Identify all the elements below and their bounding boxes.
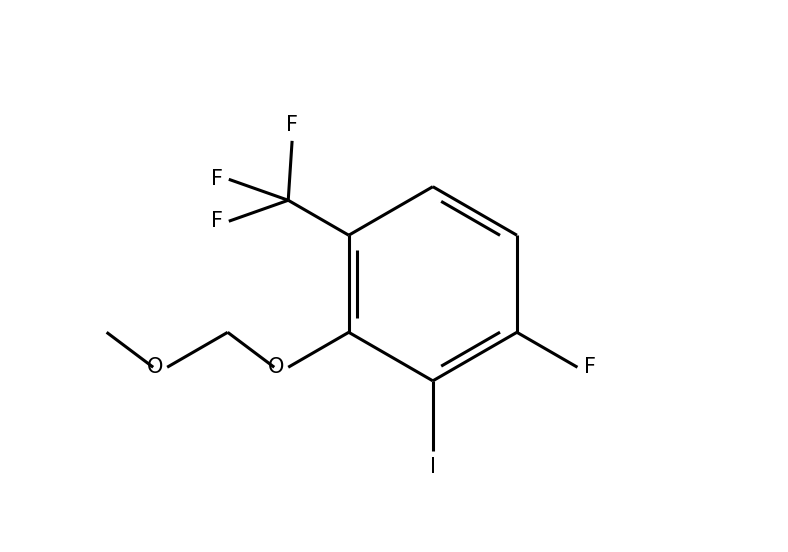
- Text: O: O: [147, 357, 163, 377]
- Text: F: F: [286, 115, 298, 135]
- Text: O: O: [268, 357, 284, 377]
- Text: I: I: [429, 457, 436, 477]
- Text: F: F: [210, 211, 222, 231]
- Text: F: F: [210, 169, 222, 189]
- Text: F: F: [584, 357, 596, 377]
